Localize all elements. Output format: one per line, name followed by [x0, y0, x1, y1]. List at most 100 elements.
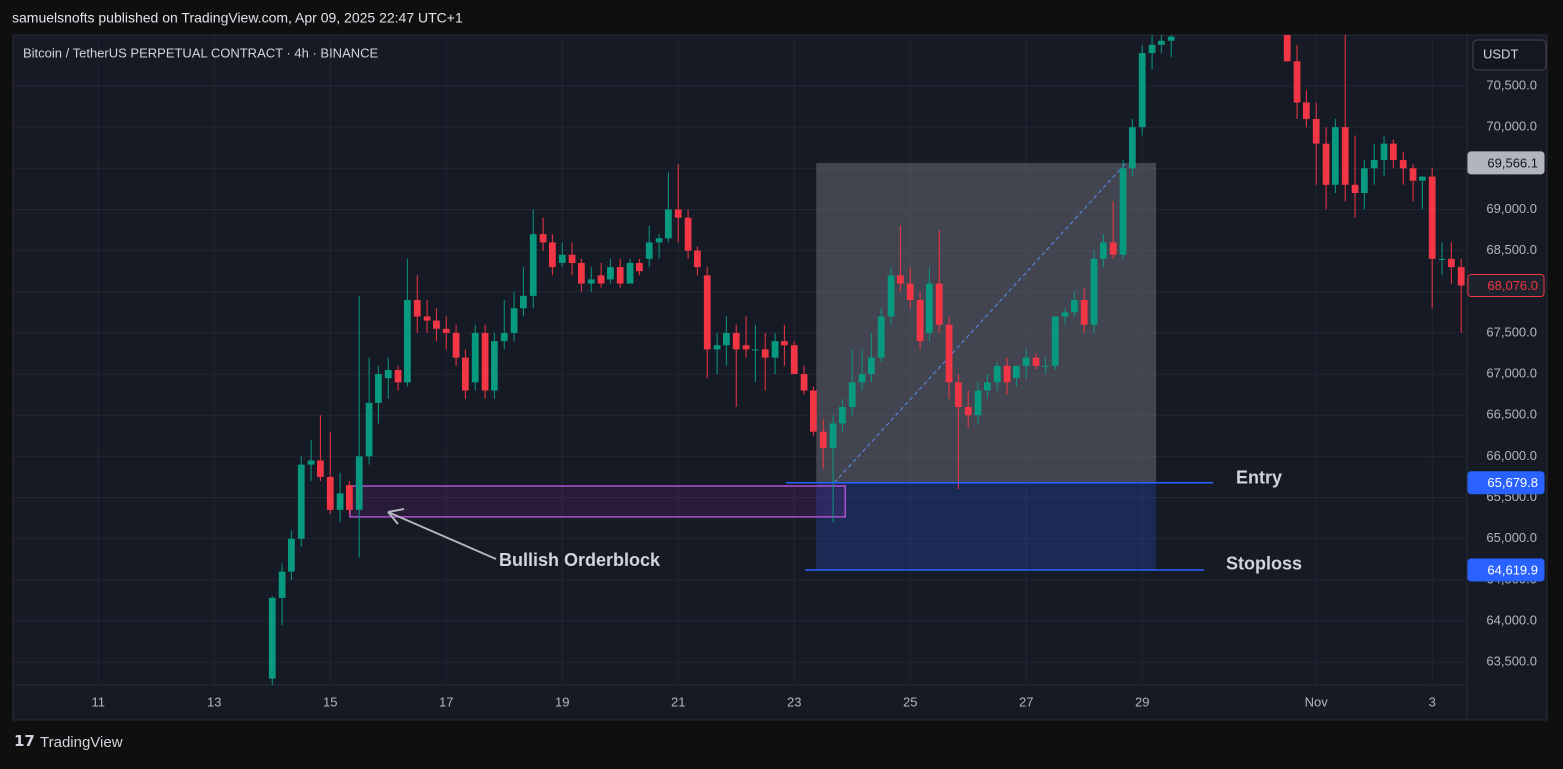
- candle-body: [1360, 168, 1368, 194]
- candle-body: [1341, 127, 1349, 185]
- currency[interactable]: USDT: [1483, 46, 1518, 61]
- candle-body: [539, 234, 547, 243]
- candle-body: [288, 538, 295, 572]
- candle-body: [867, 357, 875, 375]
- candle-body: [461, 357, 469, 391]
- candle-body: [1070, 300, 1078, 313]
- candle-body: [829, 423, 837, 449]
- candle-body: [1283, 35, 1291, 62]
- brand: TradingView: [40, 734, 123, 751]
- candle-body: [1293, 61, 1301, 103]
- candle-body: [365, 402, 373, 457]
- candle-body: [1148, 44, 1156, 54]
- candle-body: [394, 369, 402, 383]
- candle-body: [1428, 176, 1436, 259]
- y-tick-label: 69,000.0: [1486, 201, 1537, 216]
- candle-body: [983, 382, 991, 391]
- candle-body: [1167, 36, 1175, 41]
- entry-price-badge: [1467, 471, 1545, 495]
- candle-body: [916, 300, 924, 342]
- x-tick-label: 27: [1019, 694, 1033, 709]
- candle-body: [722, 332, 730, 346]
- candle-body: [848, 382, 856, 407]
- trade-path: [833, 162, 1127, 484]
- candle-body: [1370, 160, 1378, 169]
- candle-body: [432, 320, 440, 329]
- candle-body: [935, 283, 943, 325]
- candle-body: [790, 345, 798, 375]
- candle-body: [442, 328, 450, 333]
- grid: [13, 35, 1467, 685]
- candle-body: [404, 300, 411, 383]
- y-tick-label: 63,500.0: [1486, 654, 1537, 669]
- loss-zone: [816, 482, 1157, 570]
- x-tick-label: 21: [671, 694, 685, 709]
- candle-body: [375, 374, 382, 403]
- x-tick-label: Nov: [1305, 694, 1329, 709]
- candle-body: [1389, 143, 1397, 161]
- y-tick-label: 70,500.0: [1486, 77, 1537, 92]
- candle-body: [925, 283, 933, 333]
- candle-body: [558, 254, 566, 263]
- candle-body: [1041, 365, 1049, 367]
- candle-body: [413, 300, 421, 317]
- x-tick-label: 17: [439, 694, 453, 709]
- candle-body: [906, 283, 914, 301]
- candle-body: [1302, 102, 1310, 119]
- y-tick-label: 66,500.0: [1486, 407, 1537, 422]
- candle-body: [809, 390, 817, 432]
- last-price-badge: [1467, 274, 1545, 298]
- candle-body: [1322, 143, 1330, 185]
- candle-body: [684, 217, 692, 251]
- candle-body: [452, 332, 460, 358]
- y-tick-label: 64,000.0: [1486, 612, 1537, 627]
- candle-body: [510, 308, 518, 333]
- candle-body: [1351, 184, 1359, 194]
- candle-body: [887, 275, 895, 317]
- candle-body: [732, 332, 740, 350]
- currency-box[interactable]: [1472, 39, 1547, 71]
- candle-body: [838, 406, 846, 424]
- candle-body: [780, 341, 788, 346]
- candle-body: [471, 332, 479, 383]
- candle-body: [655, 238, 663, 243]
- candle-body: [606, 267, 614, 280]
- candle-body: [490, 341, 498, 391]
- candle-body: [713, 345, 721, 350]
- publisher: samuelsnofts published on TradingView.co…: [12, 10, 463, 26]
- logo-mark: 𝟭𝟳: [14, 733, 35, 750]
- candle-body: [616, 267, 624, 284]
- y-tick-label: 70,000.0: [1486, 119, 1537, 134]
- y-tick-label: 67,500.0: [1486, 324, 1537, 339]
- candle-body: [761, 349, 769, 358]
- candle-body: [568, 254, 576, 263]
- orderblock-label: Bullish Orderblock: [499, 550, 661, 570]
- stop-price-badge: [1467, 558, 1545, 582]
- candle-body: [1399, 160, 1407, 169]
- y-tick-label: 66,000.0: [1486, 448, 1537, 463]
- candle-body: [664, 209, 672, 239]
- candle-body: [500, 332, 508, 342]
- candle-body: [1157, 40, 1165, 45]
- candle-body: [771, 341, 779, 358]
- candle-body: [1051, 316, 1059, 366]
- candle-body: [1109, 242, 1117, 255]
- candle-body: [877, 316, 885, 358]
- candle-body: [346, 485, 353, 510]
- candle-body: [587, 279, 595, 284]
- candle-body: [1138, 53, 1146, 128]
- entry-label: Entry: [1236, 467, 1282, 487]
- candle-body: [326, 476, 334, 510]
- x-tick-label: 23: [787, 694, 801, 709]
- entry-price: 65,679.8: [1487, 475, 1538, 490]
- candle-body: [529, 234, 537, 296]
- candle-body: [1409, 168, 1417, 181]
- candle-body: [751, 349, 759, 351]
- candle-body: [1380, 143, 1388, 161]
- x-tick-label: 13: [207, 694, 221, 709]
- candle-body: [336, 493, 344, 510]
- candle-body: [307, 460, 315, 465]
- candle-body: [355, 456, 363, 510]
- candle-body: [896, 275, 904, 284]
